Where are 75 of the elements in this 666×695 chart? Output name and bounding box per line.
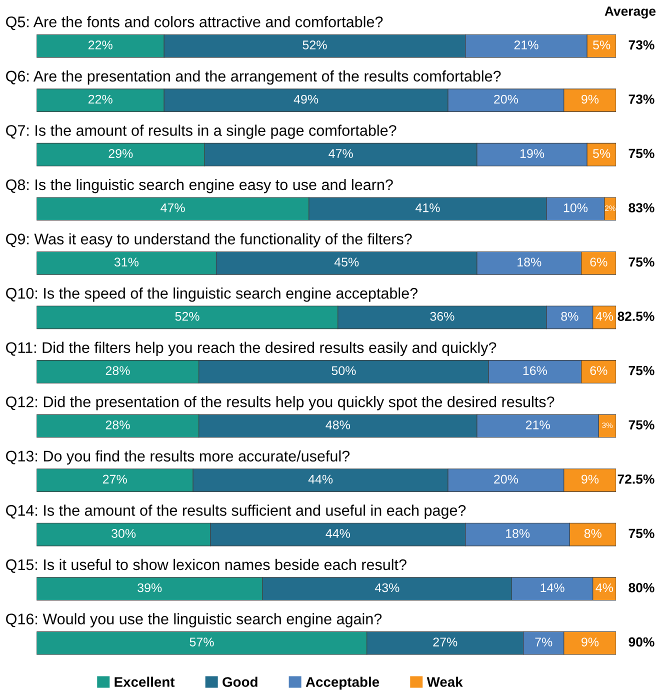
legend-label: Excellent: [114, 676, 175, 687]
data-label: 36%: [430, 312, 454, 321]
data-label: 16%: [523, 366, 547, 376]
data-label: 52%: [302, 40, 327, 50]
data-label: 21%: [526, 420, 550, 430]
y-tick-label: Q7: Is the amount of results in a single page comfortable?: [6, 124, 396, 139]
data-label: 5%: [593, 149, 610, 158]
data-label: 4%: [596, 583, 614, 592]
annotation: Average: [604, 6, 656, 19]
legend-label: Weak: [426, 676, 463, 687]
data-label: 49%: [294, 94, 318, 104]
text: 83%: [628, 203, 654, 212]
data-label: 31%: [114, 258, 139, 266]
data-label: 20%: [494, 94, 518, 104]
text: 75%: [628, 420, 654, 430]
data-label: 8%: [584, 529, 602, 538]
text: 82.5%: [618, 312, 654, 321]
y-tick-label: Q14: Is the amount of the results sufficient and useful in each page?: [6, 504, 466, 519]
data-label: 6%: [590, 366, 608, 376]
y-tick-label: Q5: Are the fonts and colors attractive and comfortable?: [6, 16, 383, 30]
data-label: 7%: [535, 638, 552, 646]
data-label: 29%: [108, 149, 133, 158]
data-label: 9%: [582, 94, 599, 104]
data-label: 41%: [416, 203, 440, 212]
y-tick-label: Q8: Is the linguistic search engine easy to use and learn?: [6, 178, 393, 194]
data-label: 27%: [433, 638, 458, 646]
legend-label: Good: [222, 676, 258, 687]
data-label: 10%: [564, 203, 588, 212]
data-label: 4%: [596, 312, 614, 321]
legend-label: Acceptable: [306, 676, 380, 690]
y-tick-label: Q16: Would you use the linguistic search engine again?: [6, 613, 382, 628]
text: 72.5%: [618, 474, 654, 484]
text: 90%: [628, 637, 654, 647]
y-tick-label: Q9: Was it easy to understand the functionality of the filters?: [6, 233, 412, 248]
data-label: 57%: [190, 638, 214, 646]
text: 75%: [628, 366, 654, 376]
data-label: 47%: [160, 203, 185, 212]
data-label: 30%: [112, 529, 136, 538]
data-label: 9%: [582, 474, 599, 484]
data-label: 9%: [582, 638, 599, 646]
data-label: 27%: [102, 474, 127, 484]
data-label: 19%: [520, 149, 544, 158]
data-label: 20%: [494, 474, 518, 484]
data-label: 47%: [328, 149, 353, 158]
text: 75%: [628, 528, 654, 538]
y-tick-label: Q12: Did the presentation of the results help you quickly spot the desired results?: [6, 396, 554, 410]
data-label: 45%: [334, 258, 359, 266]
data-label: 28%: [106, 366, 130, 376]
y-tick-label: Q13: Do you find the results more accurate/useful?: [6, 450, 350, 465]
text: 75%: [628, 257, 654, 267]
data-label: 5%: [593, 40, 610, 50]
data-label: 44%: [308, 474, 333, 484]
text: 73%: [628, 40, 654, 50]
data-label: 39%: [138, 583, 162, 592]
y-tick-label: Q6: Are the presentation and the arrangement of the results comfortable?: [6, 70, 501, 85]
y-tick-label: Q15: Is it useful to show lexicon names beside each result?: [6, 558, 406, 573]
data-label: 21%: [514, 40, 538, 50]
text: 80%: [628, 583, 654, 592]
data-label: 8%: [561, 312, 578, 321]
data-label: 50%: [332, 366, 356, 376]
data-label: 48%: [326, 420, 350, 430]
text: 73%: [628, 94, 654, 104]
data-label: 18%: [506, 529, 530, 538]
data-label: 18%: [518, 258, 542, 266]
data-label: 22%: [88, 94, 112, 104]
data-label: 43%: [374, 583, 400, 592]
data-label: 44%: [326, 529, 350, 538]
data-label: 6%: [590, 258, 608, 266]
y-tick-label: Q10: Is the speed of the linguistic search engine acceptable?: [6, 288, 418, 302]
text: 75%: [628, 148, 654, 158]
data-label: 14%: [540, 583, 564, 592]
data-label: 52%: [175, 312, 200, 321]
data-label: 28%: [106, 420, 130, 430]
data-label: 22%: [88, 40, 112, 50]
y-tick-label: Q11: Did the filters help you reach the desired results easily and quickly?: [6, 342, 496, 356]
